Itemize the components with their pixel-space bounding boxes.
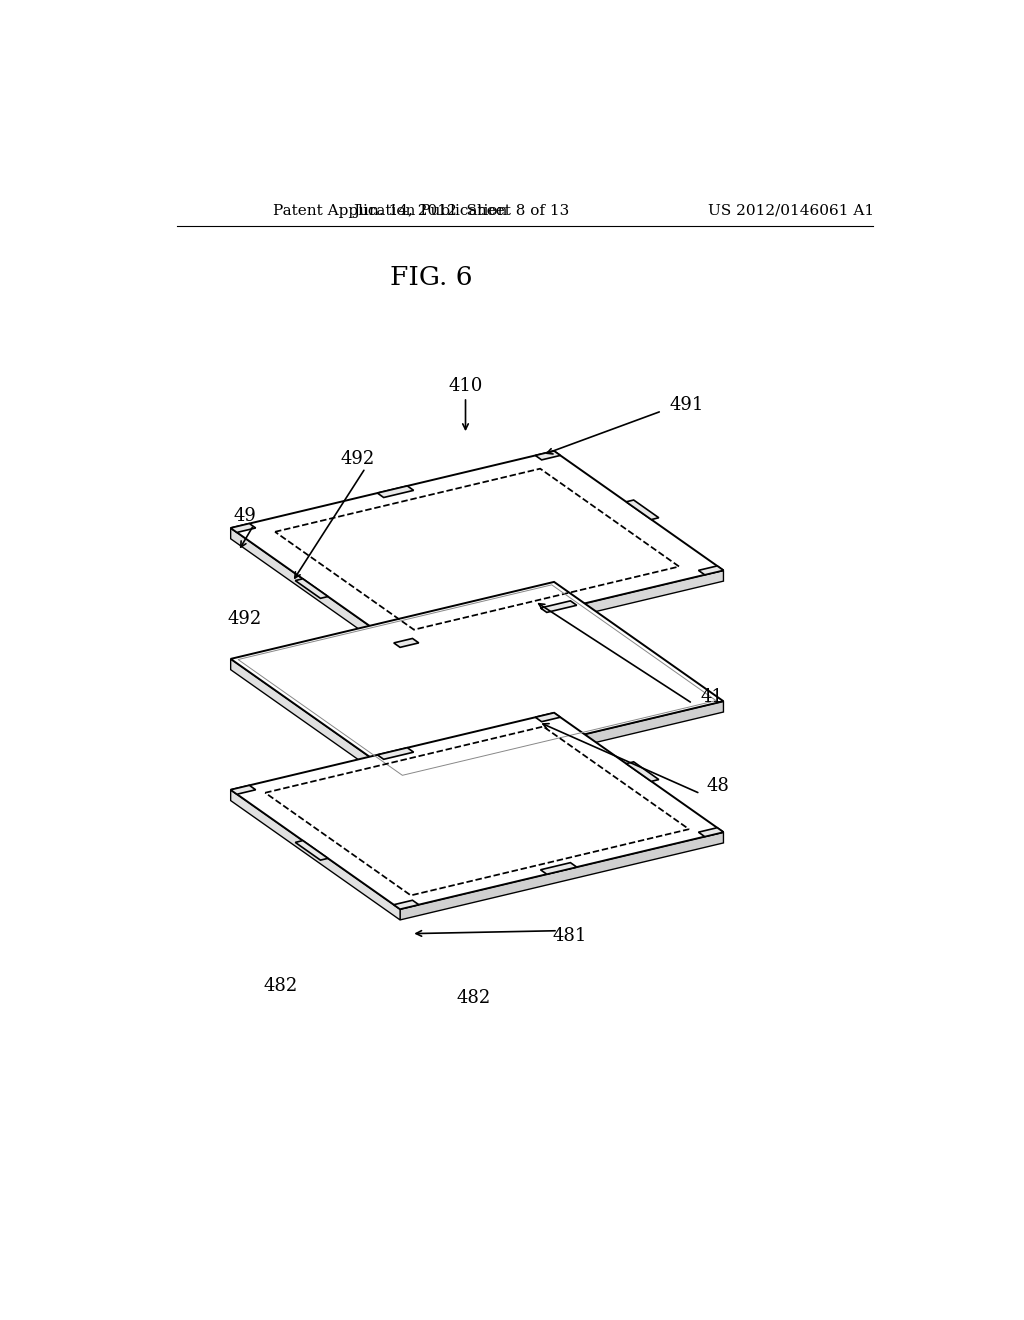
Polygon shape — [536, 713, 560, 722]
Polygon shape — [400, 570, 724, 659]
Text: FIG. 6: FIG. 6 — [389, 265, 472, 290]
Polygon shape — [536, 451, 560, 459]
Polygon shape — [698, 828, 724, 837]
Polygon shape — [626, 500, 658, 520]
Polygon shape — [698, 566, 724, 574]
Text: 491: 491 — [670, 396, 703, 413]
Polygon shape — [230, 713, 724, 909]
Polygon shape — [230, 789, 400, 920]
Text: 492: 492 — [341, 450, 375, 467]
Text: 492: 492 — [227, 610, 262, 628]
Text: 41: 41 — [700, 689, 723, 706]
Polygon shape — [400, 832, 724, 920]
Text: 481: 481 — [552, 927, 587, 945]
Text: Patent Application Publication: Patent Application Publication — [273, 203, 507, 218]
Polygon shape — [230, 451, 724, 647]
Text: 410: 410 — [449, 376, 482, 395]
Polygon shape — [230, 524, 256, 532]
Polygon shape — [378, 486, 414, 498]
Text: US 2012/0146061 A1: US 2012/0146061 A1 — [708, 203, 874, 218]
Text: 482: 482 — [456, 989, 490, 1007]
Polygon shape — [230, 659, 400, 789]
Polygon shape — [626, 762, 658, 781]
Polygon shape — [394, 639, 419, 647]
Polygon shape — [295, 841, 328, 861]
Text: Jun. 14, 2012  Sheet 8 of 13: Jun. 14, 2012 Sheet 8 of 13 — [353, 203, 569, 218]
Text: 49: 49 — [233, 507, 256, 525]
Polygon shape — [230, 528, 400, 659]
Polygon shape — [378, 747, 414, 759]
Polygon shape — [295, 578, 328, 598]
Polygon shape — [394, 900, 419, 909]
Polygon shape — [230, 785, 256, 795]
Polygon shape — [230, 582, 724, 779]
Polygon shape — [541, 601, 577, 612]
Polygon shape — [400, 701, 724, 789]
Text: 482: 482 — [263, 977, 298, 995]
Polygon shape — [541, 863, 577, 874]
Text: 48: 48 — [707, 777, 729, 795]
